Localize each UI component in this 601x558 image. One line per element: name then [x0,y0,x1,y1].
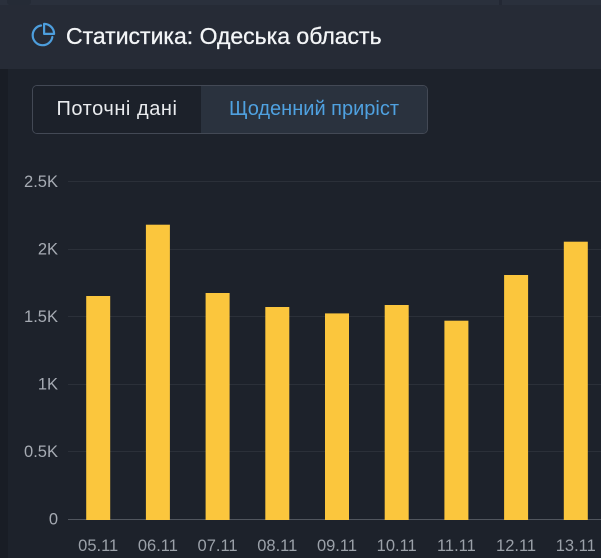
svg-text:07.11: 07.11 [198,537,238,555]
svg-text:2K: 2K [38,240,58,258]
svg-text:1.5K: 1.5K [24,308,58,326]
svg-text:2.5K: 2.5K [24,173,58,191]
svg-text:05.11: 05.11 [78,537,118,555]
svg-text:0: 0 [49,510,58,528]
svg-text:10.11: 10.11 [377,537,417,555]
svg-text:0.5K: 0.5K [24,443,58,461]
svg-text:1K: 1K [38,375,58,393]
svg-text:06.11: 06.11 [138,537,178,555]
svg-text:08.11: 08.11 [257,537,297,555]
svg-text:12.11: 12.11 [496,537,536,555]
svg-text:13.11: 13.11 [556,537,596,555]
svg-text:09.11: 09.11 [317,537,357,555]
svg-text:11.11: 11.11 [437,537,476,555]
